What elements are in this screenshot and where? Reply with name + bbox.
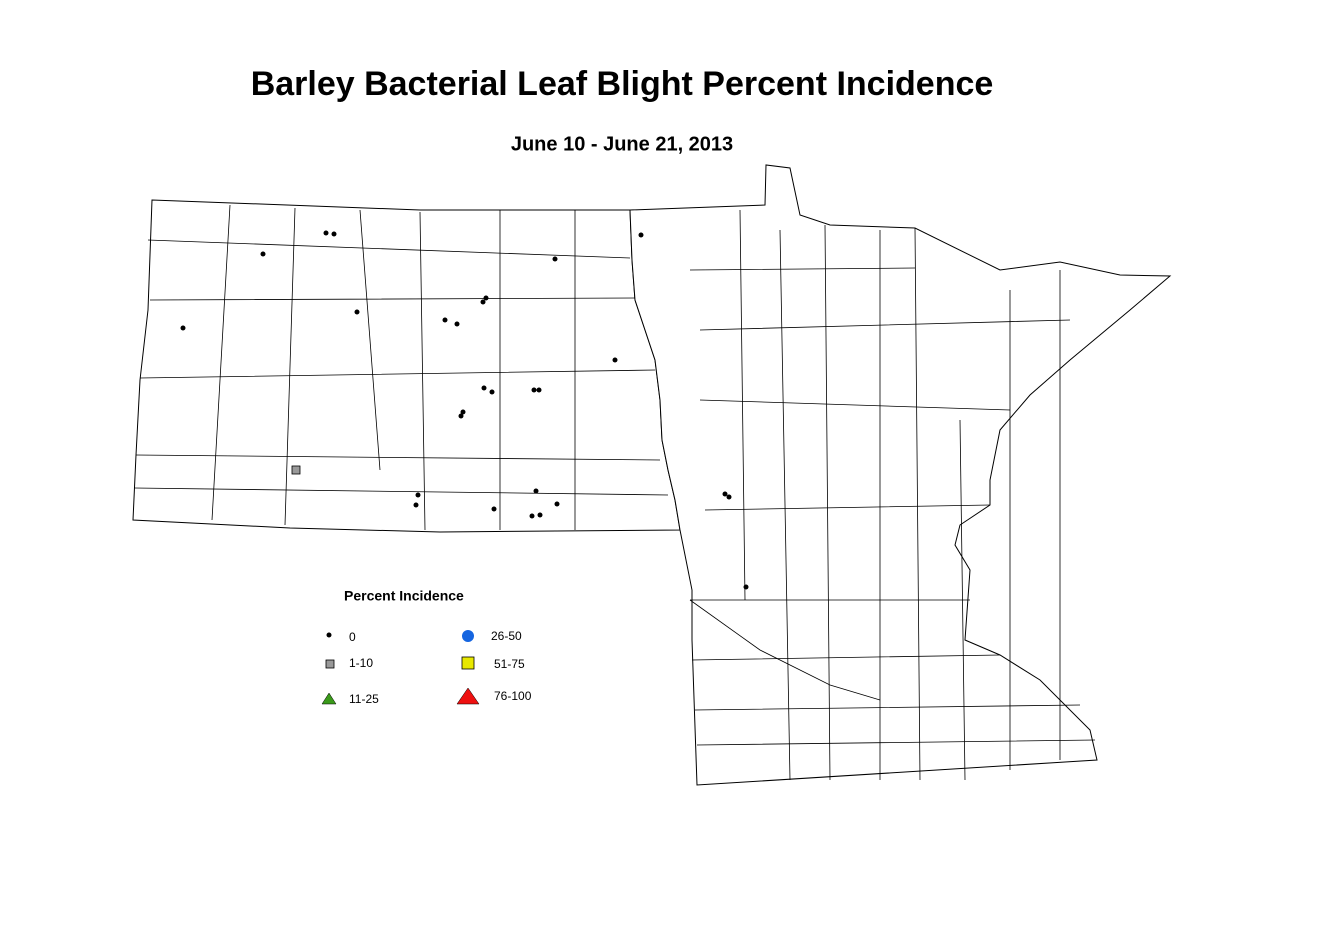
subtitle: June 10 - June 21, 2013 bbox=[511, 133, 733, 155]
legend-title: Percent Incidence bbox=[344, 588, 464, 604]
legend-label: 1-10 bbox=[349, 656, 373, 670]
legend-label: 26-50 bbox=[491, 629, 522, 643]
title: Barley Bacterial Leaf Blight Percent Inc… bbox=[251, 65, 994, 103]
legend-symbol bbox=[461, 656, 475, 670]
legend-symbol bbox=[325, 659, 335, 669]
minnesota bbox=[629, 164, 1172, 786]
county-lines bbox=[134, 204, 1096, 781]
legend-label: 51-75 bbox=[494, 657, 525, 671]
legend-symbol bbox=[326, 632, 332, 638]
legend: Percent Incidence 0 1-10 11-25 26-50 51-… bbox=[321, 588, 532, 706]
legend-label: 76-100 bbox=[494, 689, 532, 703]
legend-label: 0 bbox=[349, 630, 356, 644]
legend-symbol bbox=[462, 630, 474, 642]
legend-symbol bbox=[456, 687, 480, 705]
legend-symbol bbox=[321, 692, 337, 705]
map bbox=[132, 164, 1172, 786]
observation-points bbox=[180, 230, 749, 590]
legend-label: 11-25 bbox=[349, 692, 379, 706]
